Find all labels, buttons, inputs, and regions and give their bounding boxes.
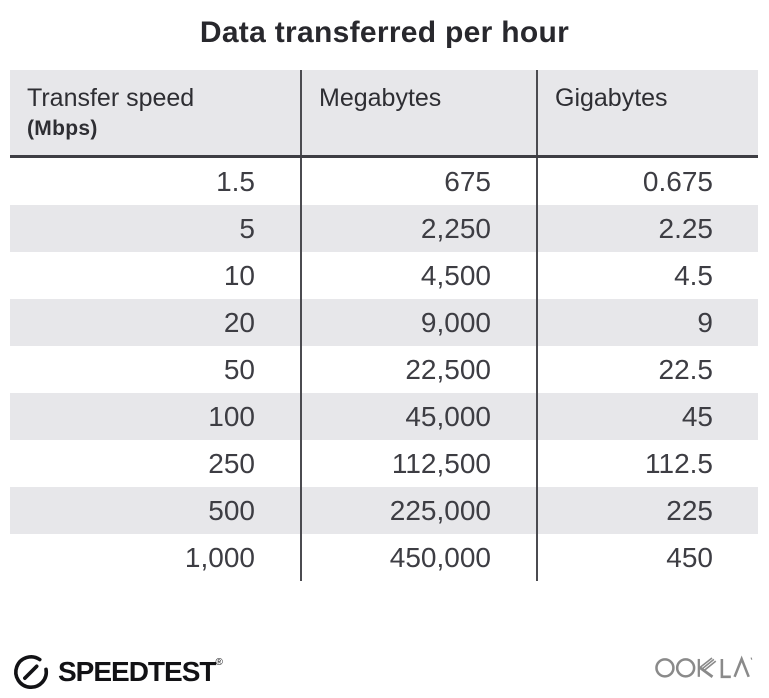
table-row: 1.5 675 0.675 bbox=[10, 158, 758, 205]
column-header-sublabel: (Mbps) bbox=[27, 117, 98, 140]
column-header-label: Megabytes bbox=[319, 84, 442, 112]
table-cell: 1.5 bbox=[10, 158, 302, 205]
table-cell: 9 bbox=[697, 306, 713, 338]
table-cell: 20 bbox=[10, 299, 302, 346]
table-row: 20 9,000 9 bbox=[10, 299, 758, 346]
table-cell: 4.5 bbox=[674, 259, 713, 291]
speedtest-wordmark: SPEEDTEST® bbox=[58, 656, 223, 687]
table-cell: 10 bbox=[10, 252, 302, 299]
table-cell: 450 bbox=[666, 541, 713, 573]
registered-trademark: ® bbox=[215, 657, 223, 668]
table-row: 250 112,500 112.5 bbox=[10, 440, 758, 487]
table-row: 100 45,000 45 bbox=[10, 393, 758, 440]
table-cell: 225 bbox=[666, 494, 713, 526]
table-cell: 250 bbox=[10, 440, 302, 487]
table-row: 10 4,500 4.5 bbox=[10, 252, 758, 299]
table-row: 500 225,000 225 bbox=[10, 487, 758, 534]
table-header-row: Transfer speed (Mbps) Megabytes Gigabyte… bbox=[10, 70, 758, 158]
ookla-wordmark-icon bbox=[655, 655, 753, 679]
table-cell: 50 bbox=[10, 346, 302, 393]
table-cell: 675 bbox=[302, 158, 538, 205]
table-cell: 22.5 bbox=[658, 353, 714, 385]
table-cell: 9,000 bbox=[302, 299, 538, 346]
table-cell: 5 bbox=[10, 205, 302, 252]
page-title: Data transferred per hour bbox=[199, 16, 570, 49]
table-cell: 1,000 bbox=[10, 534, 302, 581]
speedtest-logo: SPEEDTEST® bbox=[12, 653, 223, 691]
table-cell: 2.25 bbox=[658, 212, 714, 244]
table-cell: 225,000 bbox=[302, 487, 538, 534]
table-row: 50 22,500 22.5 bbox=[10, 346, 758, 393]
column-header-transfer-speed: Transfer speed (Mbps) bbox=[10, 70, 302, 155]
table-cell: 2,250 bbox=[302, 205, 538, 252]
table-cell: 0.675 bbox=[642, 165, 713, 197]
data-table: Transfer speed (Mbps) Megabytes Gigabyte… bbox=[10, 70, 758, 581]
table-cell: 100 bbox=[10, 393, 302, 440]
table-cell: 4,500 bbox=[302, 252, 538, 299]
table-cell: 45,000 bbox=[302, 393, 538, 440]
table-cell: 500 bbox=[10, 487, 302, 534]
table-cell: 22,500 bbox=[302, 346, 538, 393]
table-cell: 112.5 bbox=[645, 447, 713, 479]
table-row: 1,000 450,000 450 bbox=[10, 534, 758, 581]
column-header-label: Transfer speed bbox=[27, 84, 195, 112]
column-header-label: Gigabytes bbox=[555, 84, 668, 112]
table-cell: 112,500 bbox=[302, 440, 538, 487]
column-header-gigabytes: Gigabytes bbox=[538, 70, 758, 155]
table-cell: 450,000 bbox=[302, 534, 538, 581]
table-cell: 45 bbox=[681, 400, 713, 432]
column-header-megabytes: Megabytes bbox=[302, 70, 538, 155]
speedtest-gauge-icon bbox=[14, 655, 49, 690]
table-row: 5 2,250 2.25 bbox=[10, 205, 758, 252]
table-body: 1.5 675 0.675 5 2,250 2.25 10 4,500 4.5 20 9,000 9 5… bbox=[10, 158, 758, 581]
ookla-logo bbox=[652, 650, 756, 687]
